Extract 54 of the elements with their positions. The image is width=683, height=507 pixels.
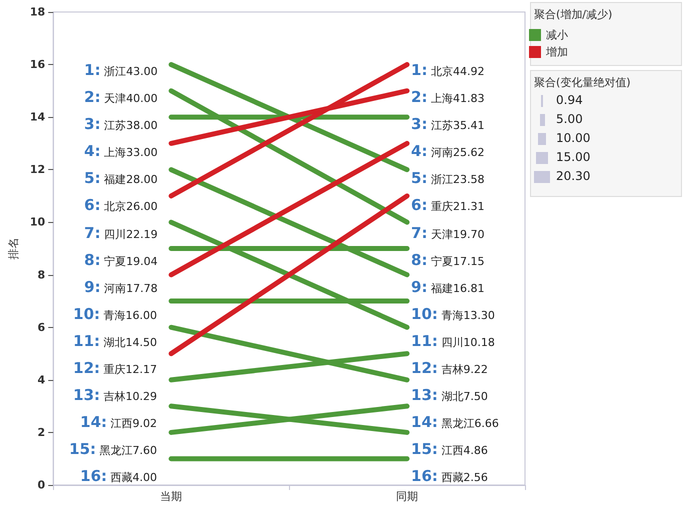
y-tick-label: 4: [38, 373, 46, 386]
annotation: 9: 福建16.81: [411, 278, 484, 297]
annotation: 14: 黑龙江6.66: [411, 412, 499, 432]
y-tick-label: 14: [30, 110, 46, 124]
y-tick-label: 16: [30, 58, 46, 72]
annotation: 13: 湖北7.50: [411, 386, 488, 405]
annotation: 10: 青海13.30: [411, 304, 495, 324]
annotation: 16: 西藏4.00: [80, 467, 158, 486]
annotation: 1: 浙江43.00: [84, 61, 158, 80]
annotation: 15: 黑龙江7.60: [69, 440, 158, 460]
annotation: 6: 北京26.00: [84, 196, 158, 216]
annotation: 4: 上海33.00: [84, 142, 158, 162]
annotation: 5: 福建28.00: [84, 169, 158, 188]
annotation: 13: 吉林10.29: [73, 386, 158, 405]
text: 15.00: [556, 150, 590, 164]
legend-label: 增加: [545, 46, 568, 58]
y-tick-label: 10: [30, 216, 46, 229]
annotation: 11: 湖北14.50: [73, 332, 158, 351]
annotation: 5: 浙江23.58: [411, 169, 484, 188]
annotation: 3: 江苏38.00: [84, 115, 158, 134]
text: 聚合(变化量绝对值): [534, 75, 631, 90]
annotation: 12: 重庆12.17: [73, 358, 158, 378]
y-tick-label: 12: [30, 163, 46, 176]
x-tick-label: 当期: [160, 490, 182, 503]
annotation: 6: 重庆21.31: [411, 196, 484, 216]
legend-label: 减小: [546, 28, 568, 42]
annotation: 16: 西藏2.56: [411, 467, 488, 486]
y-tick-label: 18: [30, 6, 46, 18]
annotation: 11: 四川10.18: [411, 332, 495, 351]
x-tick-label: 同期: [396, 490, 418, 503]
annotation: 1: 北京44.92: [411, 61, 484, 80]
text: 10.00: [556, 131, 590, 145]
legend-title: 聚合(增加/减少): [534, 7, 612, 22]
annotation: 12: 吉林9.22: [411, 358, 488, 378]
annotation: 9: 河南17.78: [84, 278, 158, 297]
annotation: 4: 河南25.62: [411, 142, 484, 162]
y-tick-label: 2: [38, 426, 46, 439]
annotation: 7: 四川22.19: [84, 224, 158, 243]
annotation: 15: 江西4.86: [411, 440, 488, 460]
y-axis-title: 排名: [7, 238, 20, 260]
annotation: 2: 天津40.00: [84, 88, 158, 108]
annotation: 3: 江苏35.41: [411, 115, 484, 134]
annotation: 8: 宁夏17.15: [411, 250, 484, 270]
text: 20.30: [556, 169, 590, 183]
annotation: 2: 上海41.83: [411, 88, 484, 108]
annotation: 14: 江西9.02: [80, 412, 158, 432]
text: 5.00: [556, 112, 583, 126]
text: 0.94: [556, 93, 583, 107]
y-tick-label: 6: [38, 320, 46, 334]
annotation: 10: 青海16.00: [73, 304, 158, 324]
y-tick-label: 0: [38, 478, 46, 492]
y-tick-label: 8: [38, 268, 46, 282]
annotation: 8: 宁夏19.04: [84, 250, 158, 270]
annotation: 7: 天津19.70: [411, 224, 484, 243]
